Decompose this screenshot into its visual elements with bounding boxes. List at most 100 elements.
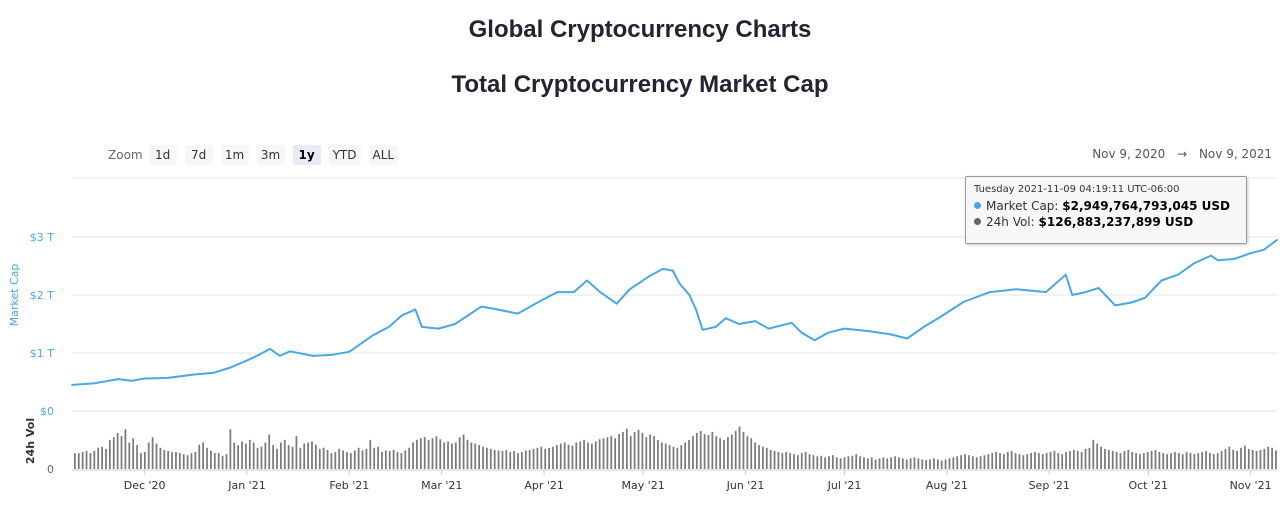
- volume-bar: [917, 458, 920, 469]
- volume-bar: [365, 448, 368, 469]
- range-from-input[interactable]: Nov 9, 2020: [1092, 147, 1166, 161]
- volume-bar: [929, 459, 931, 469]
- volume-bar: [781, 453, 784, 469]
- volume-bar: [408, 447, 411, 469]
- market-cap-point: [556, 291, 559, 293]
- volume-bar: [921, 459, 924, 469]
- volume-bar: [1049, 452, 1052, 469]
- volume-bar: [894, 456, 896, 469]
- volume-bar: [762, 446, 764, 469]
- volume-bar: [505, 449, 508, 469]
- x-tick-label: Aug '21: [926, 479, 968, 492]
- volume-bar: [419, 438, 422, 469]
- volume-bar: [843, 457, 846, 469]
- x-tick-label: May '21: [622, 479, 665, 492]
- volume-bar: [1119, 453, 1122, 469]
- volume-bar: [412, 442, 414, 469]
- volume-bar: [878, 458, 881, 469]
- volume-bar: [699, 430, 702, 469]
- volume-bar: [1127, 449, 1130, 469]
- volume-bar: [462, 434, 465, 469]
- volume-bar: [489, 448, 492, 469]
- volume-bar: [1205, 450, 1207, 469]
- volume-bar: [1111, 450, 1114, 469]
- market-cap-point: [480, 305, 483, 308]
- volume-bar: [590, 443, 593, 469]
- market-cap-point: [1045, 291, 1047, 293]
- volume-bar: [198, 444, 201, 469]
- volume-bar: [1209, 453, 1211, 469]
- volume-bar: [944, 459, 947, 469]
- volume-bar: [1088, 447, 1091, 469]
- volume-bar: [641, 432, 644, 469]
- volume-bar: [116, 432, 119, 469]
- volume-bar: [738, 426, 741, 469]
- volume-bar: [147, 442, 150, 469]
- zoom-1m-button[interactable]: 1m: [220, 145, 249, 165]
- volume-bar: [81, 452, 84, 469]
- market-cap-point: [813, 339, 816, 342]
- volume-bar: [695, 432, 698, 469]
- volume-bar: [423, 437, 426, 469]
- volume-bar: [132, 438, 135, 469]
- volume-bar: [318, 448, 321, 469]
- volume-bar: [101, 446, 103, 469]
- volume-bar: [381, 452, 383, 469]
- volume-bar: [975, 457, 978, 469]
- volume-bar: [1065, 452, 1067, 469]
- volume-bar: [108, 439, 111, 469]
- market-cap-point: [678, 282, 681, 285]
- volume-bar: [221, 455, 224, 469]
- volume-bar: [151, 437, 154, 469]
- volume-bar: [1045, 453, 1048, 469]
- market-cap-point: [988, 291, 991, 293]
- volume-bar: [1275, 450, 1277, 469]
- volume-bar: [435, 436, 438, 469]
- volume-bar: [1100, 446, 1102, 469]
- zoom-7d-button[interactable]: 7d: [184, 145, 213, 165]
- y-tick-label: $0: [40, 405, 54, 418]
- range-to-input[interactable]: Nov 9, 2021: [1198, 147, 1272, 161]
- market-cap-point: [1097, 287, 1100, 289]
- market-cap-point: [437, 327, 440, 330]
- market-cap-point: [1276, 239, 1278, 241]
- volume-bar: [556, 445, 558, 469]
- volume-bar: [1162, 453, 1165, 469]
- volume-bar: [1139, 454, 1141, 469]
- volume-bar: [1181, 454, 1184, 469]
- volume-bar: [890, 457, 893, 469]
- market-cap-axis-label: Market Cap: [8, 264, 21, 327]
- volume-bar: [606, 437, 609, 469]
- volume-bar: [1006, 452, 1009, 469]
- market-cap-point: [312, 355, 314, 357]
- volume-bar: [458, 437, 461, 469]
- volume-bar: [684, 442, 687, 469]
- volume-bar: [427, 439, 430, 469]
- zoom-3m-button[interactable]: 3m: [256, 145, 285, 165]
- volume-bar: [447, 441, 449, 469]
- volume-bar: [439, 439, 442, 469]
- zoom-1y-button[interactable]: 1y: [292, 145, 321, 165]
- volume-bar: [1003, 454, 1005, 469]
- volume-bar: [388, 450, 391, 469]
- market-cap-point: [1064, 273, 1067, 276]
- volume-bar: [210, 450, 212, 469]
- volume-bar: [1150, 450, 1153, 469]
- volume-bar: [563, 442, 566, 469]
- volume-bar: [1076, 450, 1079, 469]
- volume-bar: [167, 450, 170, 469]
- tooltip-date: Tuesday 2021-11-09 04:19:11 UTC-06:00: [974, 184, 1180, 195]
- volume-bar: [1092, 439, 1095, 469]
- volume-bar: [594, 441, 597, 469]
- zoom-all-button[interactable]: ALL: [368, 145, 399, 165]
- volume-bar: [719, 438, 722, 469]
- volume-bar: [322, 447, 325, 469]
- volume-bar: [1084, 448, 1087, 469]
- volume-bar: [816, 456, 819, 469]
- volume-bar: [1104, 448, 1106, 469]
- tooltip-volume-value: $126,883,237,899 USD: [1038, 215, 1194, 229]
- volume-bar: [769, 449, 772, 469]
- zoom-ytd-button[interactable]: YTD: [328, 145, 361, 165]
- zoom-1d-button[interactable]: 1d: [148, 145, 177, 165]
